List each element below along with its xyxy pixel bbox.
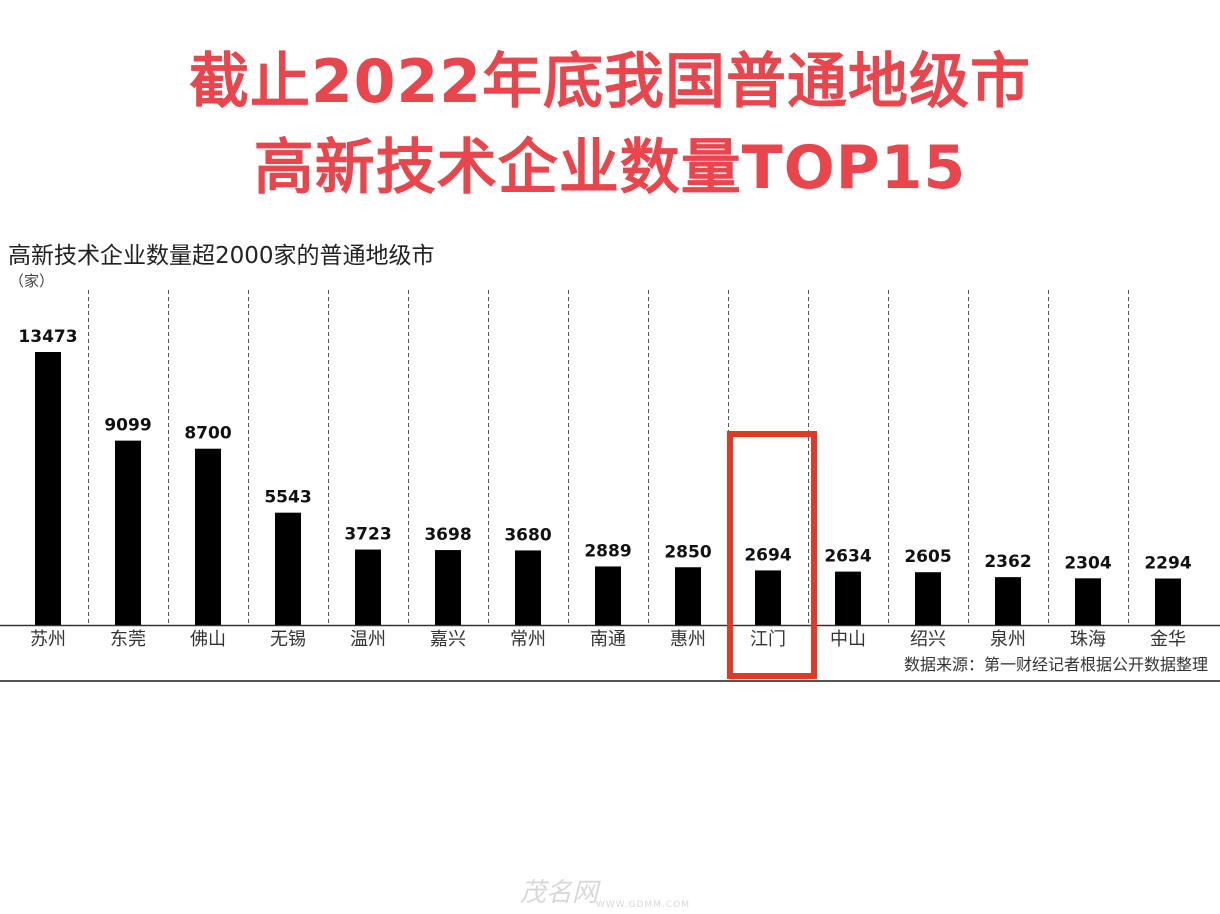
chart-title: 高新技术企业数量超2000家的普通地级市 (8, 243, 435, 269)
data-label: 2304 (1064, 553, 1111, 573)
bar (195, 448, 221, 625)
category-label: 惠州 (670, 629, 706, 650)
bar (275, 512, 301, 625)
category-label: 常州 (510, 629, 546, 650)
watermark-url: WWW.GDMM.COM (596, 900, 690, 910)
category-label: 中山 (830, 629, 866, 650)
category-label: 江门 (750, 629, 786, 650)
data-label: 3723 (344, 525, 391, 545)
data-label: 2850 (664, 542, 711, 562)
category-label: 嘉兴 (430, 629, 466, 650)
data-label: 2605 (904, 547, 951, 567)
data-label: 2634 (824, 547, 871, 567)
data-label: 2362 (984, 552, 1031, 572)
data-label: 13473 (18, 327, 77, 347)
category-label: 无锡 (270, 629, 306, 650)
bar (1155, 578, 1181, 625)
unit-label: （家） (9, 272, 55, 290)
data-label: 9099 (104, 416, 151, 436)
data-label: 2694 (744, 545, 791, 565)
data-label: 3698 (424, 525, 471, 545)
data-label: 2294 (1144, 554, 1191, 574)
category-label: 金华 (1150, 629, 1186, 650)
bar (835, 571, 861, 625)
data-source-note: 数据来源：第一财经记者根据公开数据整理 (903, 655, 1208, 674)
category-label: 佛山 (190, 629, 226, 650)
bar (515, 550, 541, 625)
bar (35, 352, 61, 625)
bar (995, 577, 1021, 625)
bar (675, 567, 701, 625)
bar (595, 566, 621, 625)
highlight-box-jiangmen (727, 431, 817, 679)
bottom-divider (0, 680, 1220, 682)
watermark-logo: 茂名网 (520, 878, 599, 908)
category-label: 珠海 (1070, 629, 1106, 650)
data-label: 3680 (504, 525, 551, 545)
bar (915, 572, 941, 625)
bar (115, 440, 141, 625)
bar (435, 550, 461, 625)
headline-line-1: 截止2022年底我国普通地级市 (189, 47, 1031, 117)
bar (1075, 578, 1101, 625)
category-label: 南通 (590, 629, 626, 650)
headline-line-2: 高新技术企业数量TOP15 (253, 133, 967, 203)
data-label: 5543 (264, 488, 311, 508)
bar (755, 570, 781, 625)
category-label: 苏州 (30, 629, 66, 650)
category-label: 温州 (350, 629, 386, 650)
category-label: 东莞 (110, 629, 146, 650)
data-label: 8700 (184, 424, 231, 444)
data-label: 2889 (584, 541, 631, 561)
category-label: 泉州 (990, 629, 1026, 650)
category-label: 绍兴 (910, 629, 946, 650)
bar (355, 549, 381, 625)
